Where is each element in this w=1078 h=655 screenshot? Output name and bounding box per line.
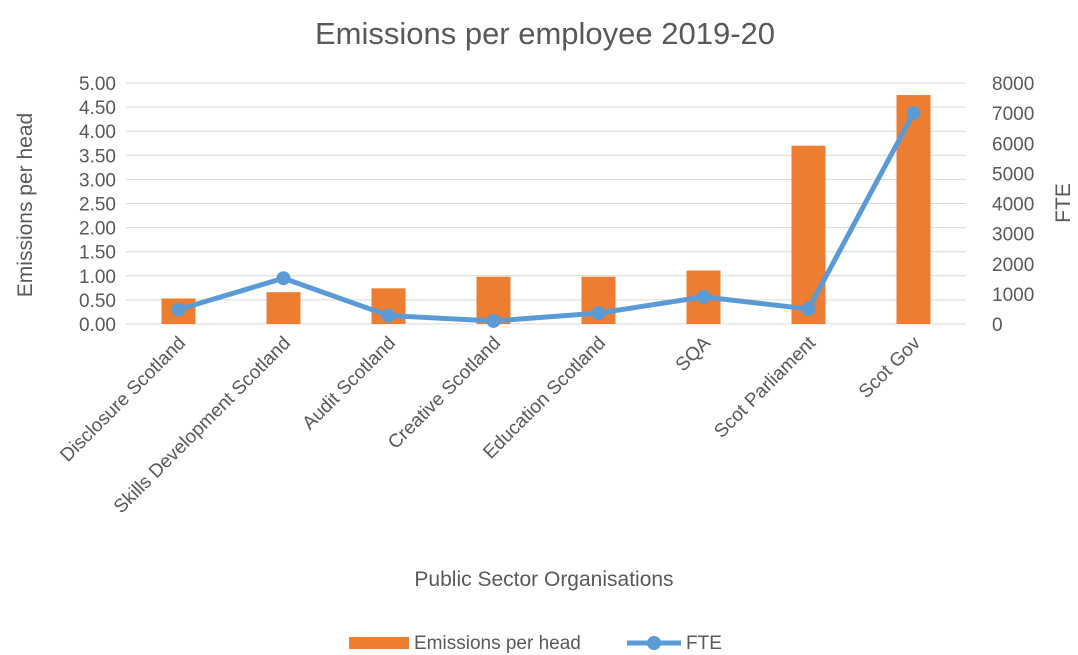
right-tick-label: 6000 (992, 134, 1034, 155)
fte-point (906, 106, 921, 121)
category-label: SQA (672, 332, 715, 375)
right-axis-title: FTE (1052, 183, 1075, 223)
category-label: Scot Gov (855, 332, 925, 402)
right-tick-label: 4000 (992, 195, 1034, 216)
category-label: Creative Scotland (384, 333, 505, 454)
left-tick-label: 3.00 (79, 170, 116, 191)
left-tick-label: 2.50 (79, 195, 116, 216)
legend-label-fte: FTE (686, 633, 722, 654)
left-tick-label: 3.50 (79, 146, 116, 167)
left-tick-label: 0.00 (79, 315, 116, 336)
fte-point (486, 313, 501, 328)
bar-series (161, 95, 931, 324)
left-axis-ticks: 0.00 0.50 1.00 1.50 2.00 2.50 3.00 3.50 4.00 4.50… (79, 74, 116, 336)
fte-line (177, 111, 916, 324)
gridlines (126, 82, 966, 325)
fte-point (696, 289, 711, 304)
fte-point (591, 306, 606, 321)
fte-point (381, 308, 396, 323)
legend-swatch-emissions (349, 637, 409, 649)
left-tick-label: 1.50 (79, 243, 116, 264)
category-label: Skills Development Scotland (110, 333, 295, 518)
right-tick-label: 3000 (992, 225, 1034, 246)
chart-title: Emissions per employee 2019-20 (315, 16, 775, 51)
bar (896, 95, 931, 324)
right-tick-label: 2000 (992, 255, 1034, 276)
right-axis-ticks: 0 1000 2000 3000 4000 5000 6000 7000 8000 (992, 74, 1034, 336)
right-tick-label: 8000 (992, 74, 1034, 95)
line-series (171, 106, 921, 328)
fte-point (171, 302, 186, 317)
fte-point (801, 301, 816, 316)
x-axis-title: Public Sector Organisations (414, 568, 673, 591)
right-tick-label: 0 (992, 315, 1003, 336)
right-tick-label: 5000 (992, 164, 1034, 185)
right-tick-label: 1000 (992, 285, 1034, 306)
legend-label-emissions: Emissions per head (414, 633, 581, 654)
right-tick-label: 7000 (992, 104, 1034, 125)
legend-swatch-fte-marker (647, 636, 661, 650)
bar (266, 292, 301, 324)
left-tick-label: 4.50 (79, 98, 116, 119)
left-axis-title: Emissions per head (14, 113, 37, 297)
category-label: Scot Parliament (710, 332, 820, 442)
category-label: Audit Scotland (299, 333, 400, 434)
bar (791, 145, 826, 324)
fte-point (276, 271, 291, 286)
left-tick-label: 2.00 (79, 219, 116, 240)
left-tick-label: 1.00 (79, 267, 116, 288)
left-tick-label: 5.00 (79, 74, 116, 95)
left-tick-label: 0.50 (79, 291, 116, 312)
legend: Emissions per head FTE (349, 633, 722, 654)
left-tick-label: 4.00 (79, 122, 116, 143)
